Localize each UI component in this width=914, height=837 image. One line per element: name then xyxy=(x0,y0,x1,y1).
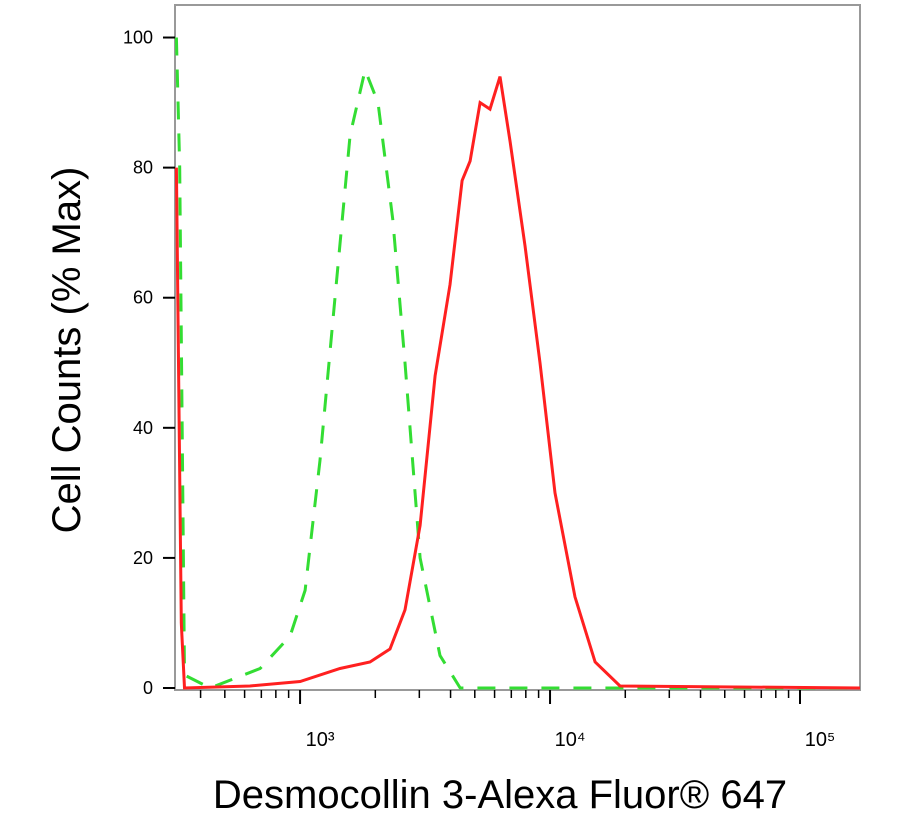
plot-frame xyxy=(174,4,861,691)
y-axis-title: Cell Counts (% Max) xyxy=(45,167,89,534)
y-tick-label: 80 xyxy=(133,158,153,178)
x-tick-label: 10³ xyxy=(306,729,335,751)
series-line xyxy=(174,37,860,690)
x-tick-label: 10⁴ xyxy=(555,729,586,751)
series-line xyxy=(174,76,861,690)
y-tick-label: 20 xyxy=(133,548,153,568)
y-tick-label: 0 xyxy=(143,678,153,698)
y-tick-label: 60 xyxy=(133,288,153,308)
y-tick-label: 100 xyxy=(123,28,153,48)
x-tick-label: 10⁵ xyxy=(805,729,836,751)
y-tick-label: 40 xyxy=(133,418,153,438)
x-axis-title: Desmocollin 3-Alexa Fluor® 647 xyxy=(213,773,787,817)
